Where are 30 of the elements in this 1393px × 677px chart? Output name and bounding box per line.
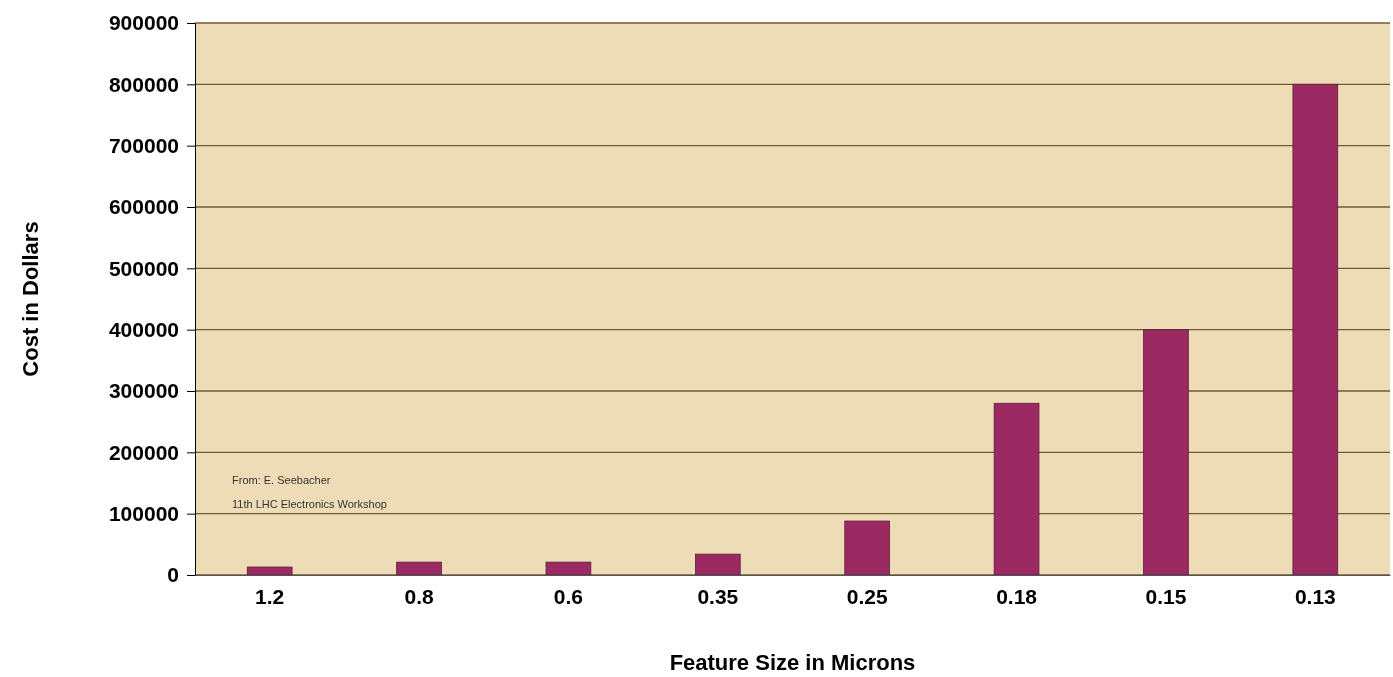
x-tick-label: 0.35 [697, 584, 739, 608]
bar [844, 520, 890, 576]
bar [396, 561, 442, 576]
x-tick-label: 0.13 [1294, 584, 1336, 608]
y-tick-label: 700000 [108, 133, 179, 157]
y-tick-label: 400000 [108, 317, 179, 341]
y-tick-label: 800000 [108, 72, 179, 96]
annotation: 11th LHC Electronics Workshop [232, 498, 387, 510]
x-tick-label: 0.8 [404, 584, 434, 608]
x-tick-label: 1.2 [255, 584, 285, 608]
x-tick-label: 0.6 [553, 584, 584, 608]
x-tick-label: 0.18 [996, 584, 1038, 608]
x-axis-title: Feature Size in Microns [669, 650, 916, 675]
annotation: From: E. Seebacher [232, 474, 331, 486]
y-tick-label: 900000 [108, 11, 179, 35]
bar [1292, 83, 1339, 576]
x-tick-label: 0.25 [846, 584, 888, 608]
y-tick-label: 100000 [108, 501, 179, 525]
y-tick-label: 600000 [108, 195, 179, 219]
x-tick-label: 0.15 [1145, 584, 1187, 608]
bar [695, 553, 741, 576]
y-tick-label: 200000 [108, 440, 179, 464]
bar [993, 402, 1040, 576]
y-tick-label: 0 [167, 563, 179, 587]
y-tick-label: 500000 [108, 256, 179, 280]
y-axis-title: Cost in Dollars [18, 221, 43, 377]
y-tick-label: 300000 [108, 379, 179, 403]
bar [545, 561, 592, 576]
bar [246, 566, 293, 576]
bar [1143, 329, 1189, 576]
